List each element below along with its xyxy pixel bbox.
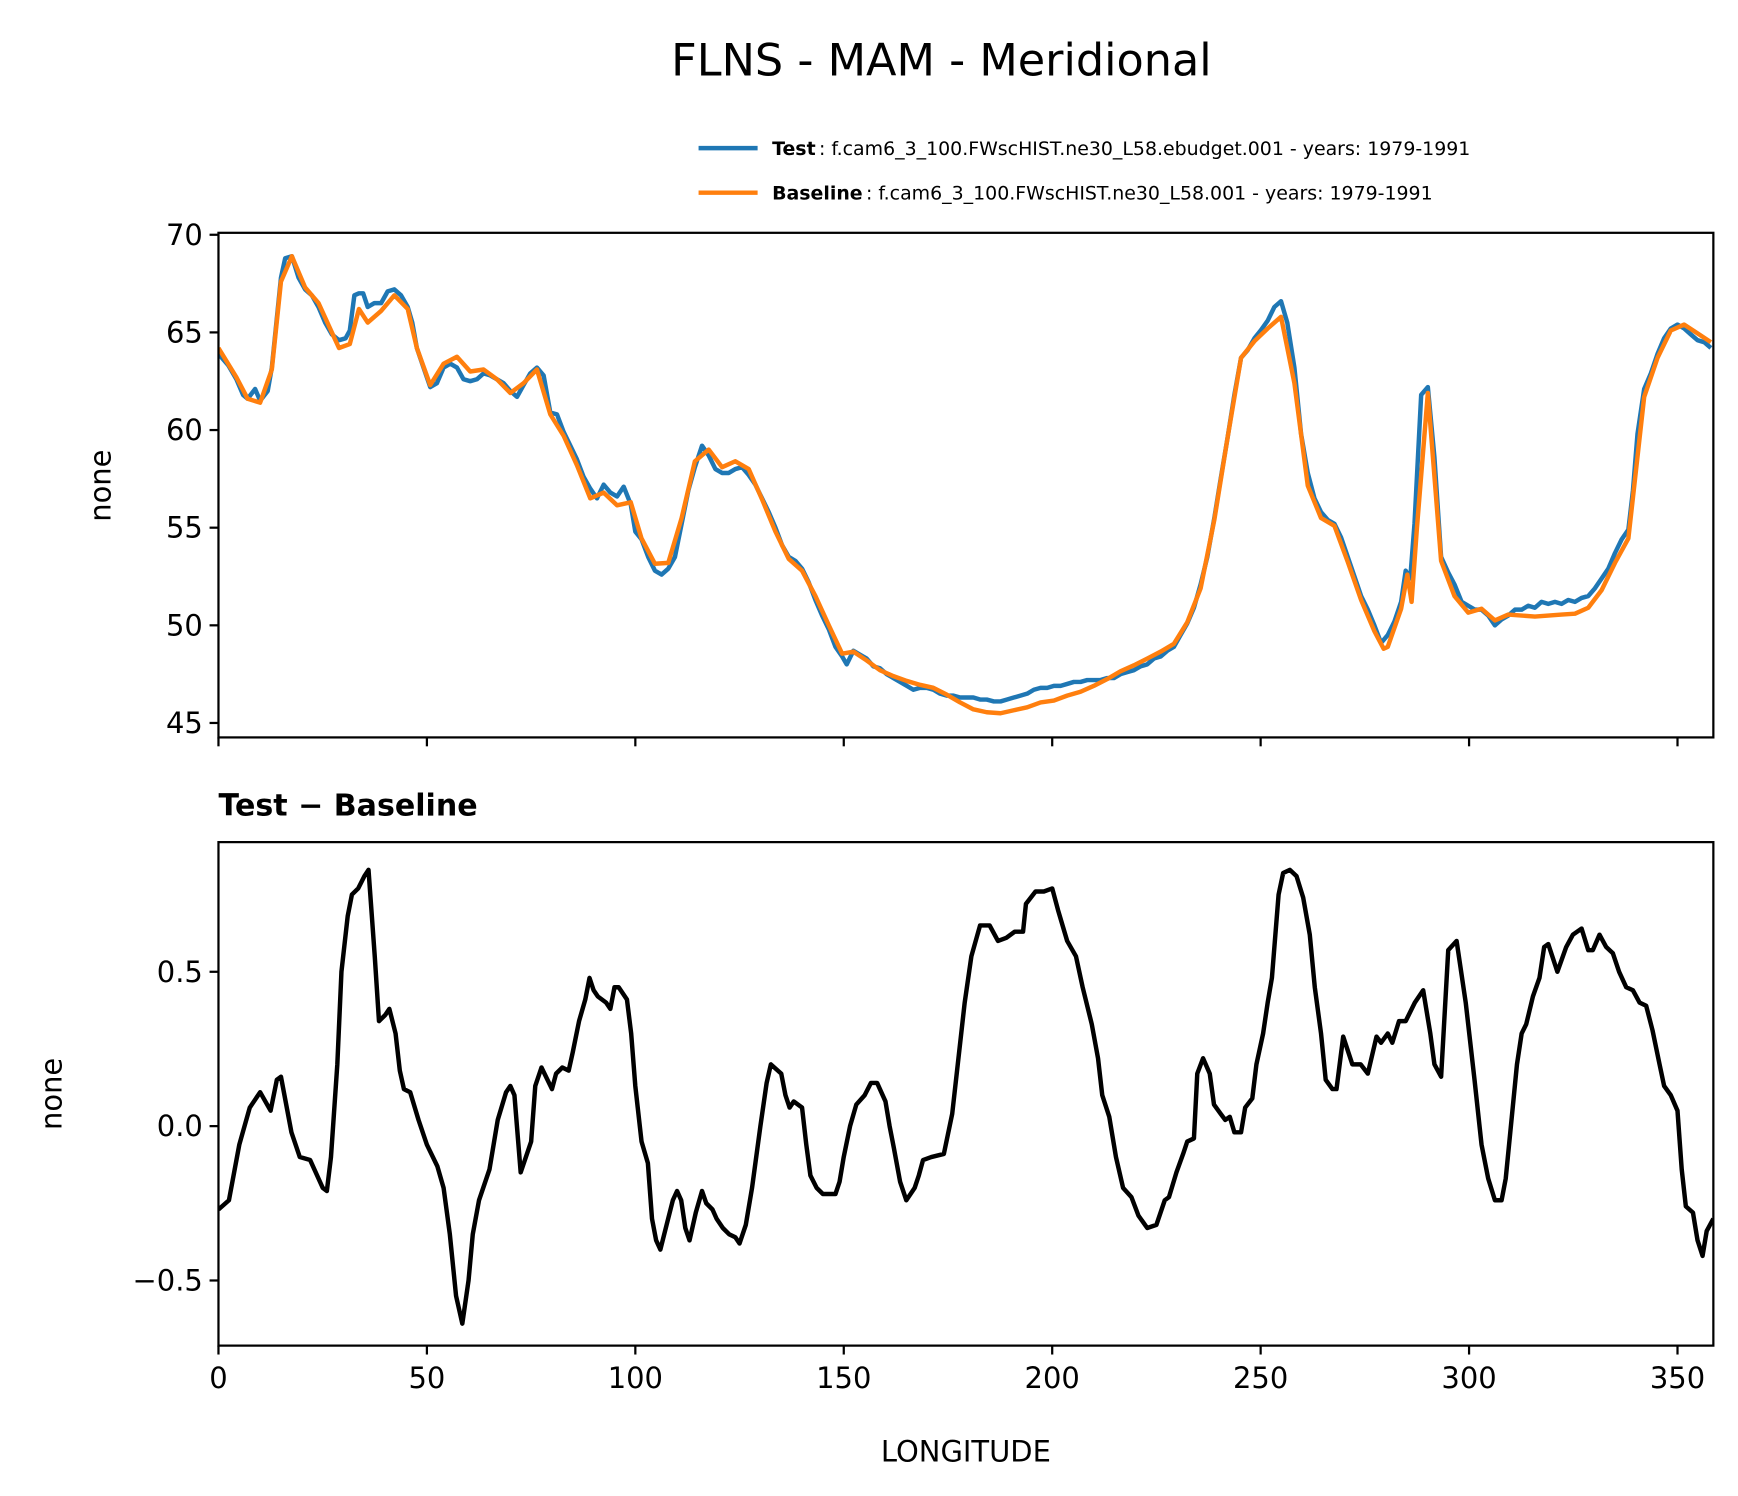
y-tick-label: 55 (166, 511, 203, 545)
bottom-axes: 0 50 100 150 200 250 300 350 −0.5 0.0 0.5 (133, 841, 1715, 1395)
bottom-subtitle: Test − Baseline (218, 788, 477, 823)
legend: Test: f.cam6_3_100.FWscHIST.ne30_L58.ebu… (698, 138, 1470, 204)
legend-entry-test: Test: f.cam6_3_100.FWscHIST.ne30_L58.ebu… (772, 138, 1470, 160)
x-tick-label: 200 (1025, 1361, 1080, 1395)
legend-entry-baseline: Baseline: f.cam6_3_100.FWscHIST.ne30_L58… (772, 182, 1433, 204)
legend-label-test: Test (772, 138, 816, 160)
x-tick-label: 50 (408, 1361, 445, 1395)
bottom-ylabel: none (34, 1058, 68, 1130)
x-tick-label: 350 (1650, 1361, 1705, 1395)
x-tick-label: 300 (1441, 1361, 1496, 1395)
y-tick-label: 45 (166, 706, 203, 740)
y-tick-label: 0.5 (157, 955, 203, 989)
y-tick-label: 0.0 (157, 1109, 203, 1143)
x-tick-label: 150 (816, 1361, 871, 1395)
figure-title: FLNS - MAM - Meridional (671, 35, 1212, 87)
series-line-baseline (218, 253, 1713, 716)
legend-desc-test: : f.cam6_3_100.FWscHIST.ne30_L58.ebudget… (819, 138, 1470, 160)
legend-desc-baseline: : f.cam6_3_100.FWscHIST.ne30_L58.001 - y… (866, 182, 1433, 204)
legend-label-baseline: Baseline (772, 182, 863, 204)
y-tick-label: 65 (166, 315, 203, 349)
x-axis-label: LONGITUDE (881, 1434, 1051, 1468)
x-tick-label: 100 (608, 1361, 663, 1395)
series-line-test-baseline (218, 867, 1714, 1326)
x-tick-label: 250 (1233, 1361, 1288, 1395)
y-tick-label: 50 (166, 608, 203, 642)
series-line-test (218, 253, 1713, 704)
axes-frame (217, 841, 1715, 1347)
top-ylabel: none (83, 450, 117, 522)
top-axes: 45 50 55 60 65 70 (166, 218, 1715, 747)
x-tick-label: 0 (209, 1361, 227, 1395)
y-tick-label: 70 (166, 218, 203, 252)
y-tick-label: 60 (166, 413, 203, 447)
y-tick-label: −0.5 (133, 1264, 203, 1298)
axes-frame (217, 231, 1715, 739)
